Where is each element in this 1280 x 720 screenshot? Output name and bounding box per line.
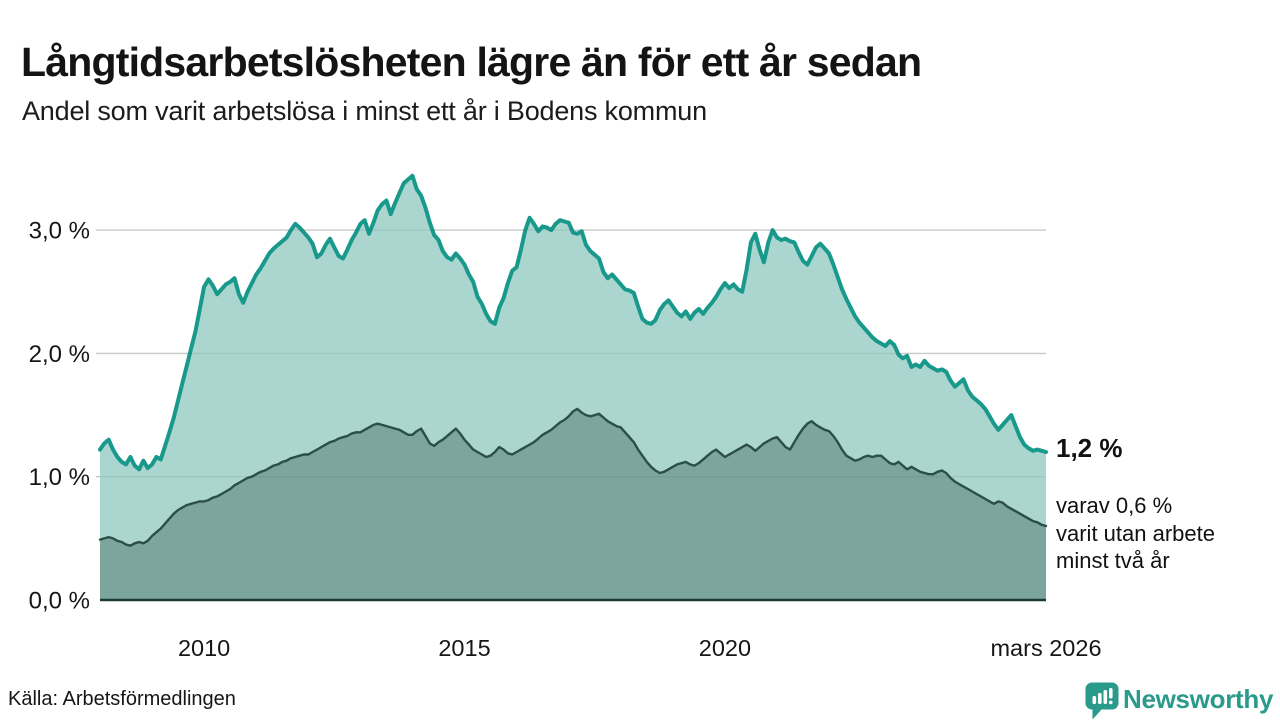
x-tick-label: 2015 bbox=[438, 635, 490, 661]
x-tick-label: 2020 bbox=[699, 635, 751, 661]
newsworthy-logo-text: Newsworthy bbox=[1123, 684, 1274, 714]
x-tick-label: mars 2026 bbox=[990, 635, 1101, 661]
y-tick-label: 0,0 % bbox=[29, 588, 90, 615]
end-secondary-line-3: minst två år bbox=[1056, 548, 1170, 573]
area-series-1 bbox=[100, 408, 1046, 600]
line-series-0 bbox=[98, 173, 1048, 472]
newsworthy-logo-icon bbox=[1085, 682, 1119, 720]
page-title: Långtidsarbetslösheten lägre än för ett … bbox=[21, 39, 922, 86]
logo-bar-tall bbox=[1103, 690, 1108, 704]
logo-exclamation-stem bbox=[1109, 688, 1113, 699]
y-tick-label: 1,0 % bbox=[29, 464, 90, 491]
x-tick-label: 2010 bbox=[178, 635, 230, 661]
logo-bar-short bbox=[1092, 696, 1097, 704]
y-tick-label: 2,0 % bbox=[29, 341, 90, 368]
line-series-1 bbox=[98, 407, 1048, 547]
end-secondary-line-2: varit utan arbete bbox=[1056, 520, 1215, 546]
logo-bar-mid bbox=[1098, 693, 1102, 704]
end-secondary-line-1: varav 0,6 % bbox=[1056, 493, 1173, 518]
logo-exclamation-dot bbox=[1109, 700, 1113, 705]
end-secondary-label: varav 0,6 % varit utan arbete minst två … bbox=[1056, 492, 1215, 575]
y-tick-label: 3,0 % bbox=[29, 218, 90, 245]
end-value-label: 1,2 % bbox=[1056, 433, 1123, 463]
unemployment-area-chart: 0,0 % 1,0 % 2,0 % 3,0 % 2010 2015 2020 mars 202… bbox=[29, 173, 1102, 661]
source-attribution: Källa: Arbetsförmedlingen bbox=[8, 688, 236, 710]
page-subtitle: Andel som varit arbetslösa i minst ett å… bbox=[22, 96, 707, 126]
